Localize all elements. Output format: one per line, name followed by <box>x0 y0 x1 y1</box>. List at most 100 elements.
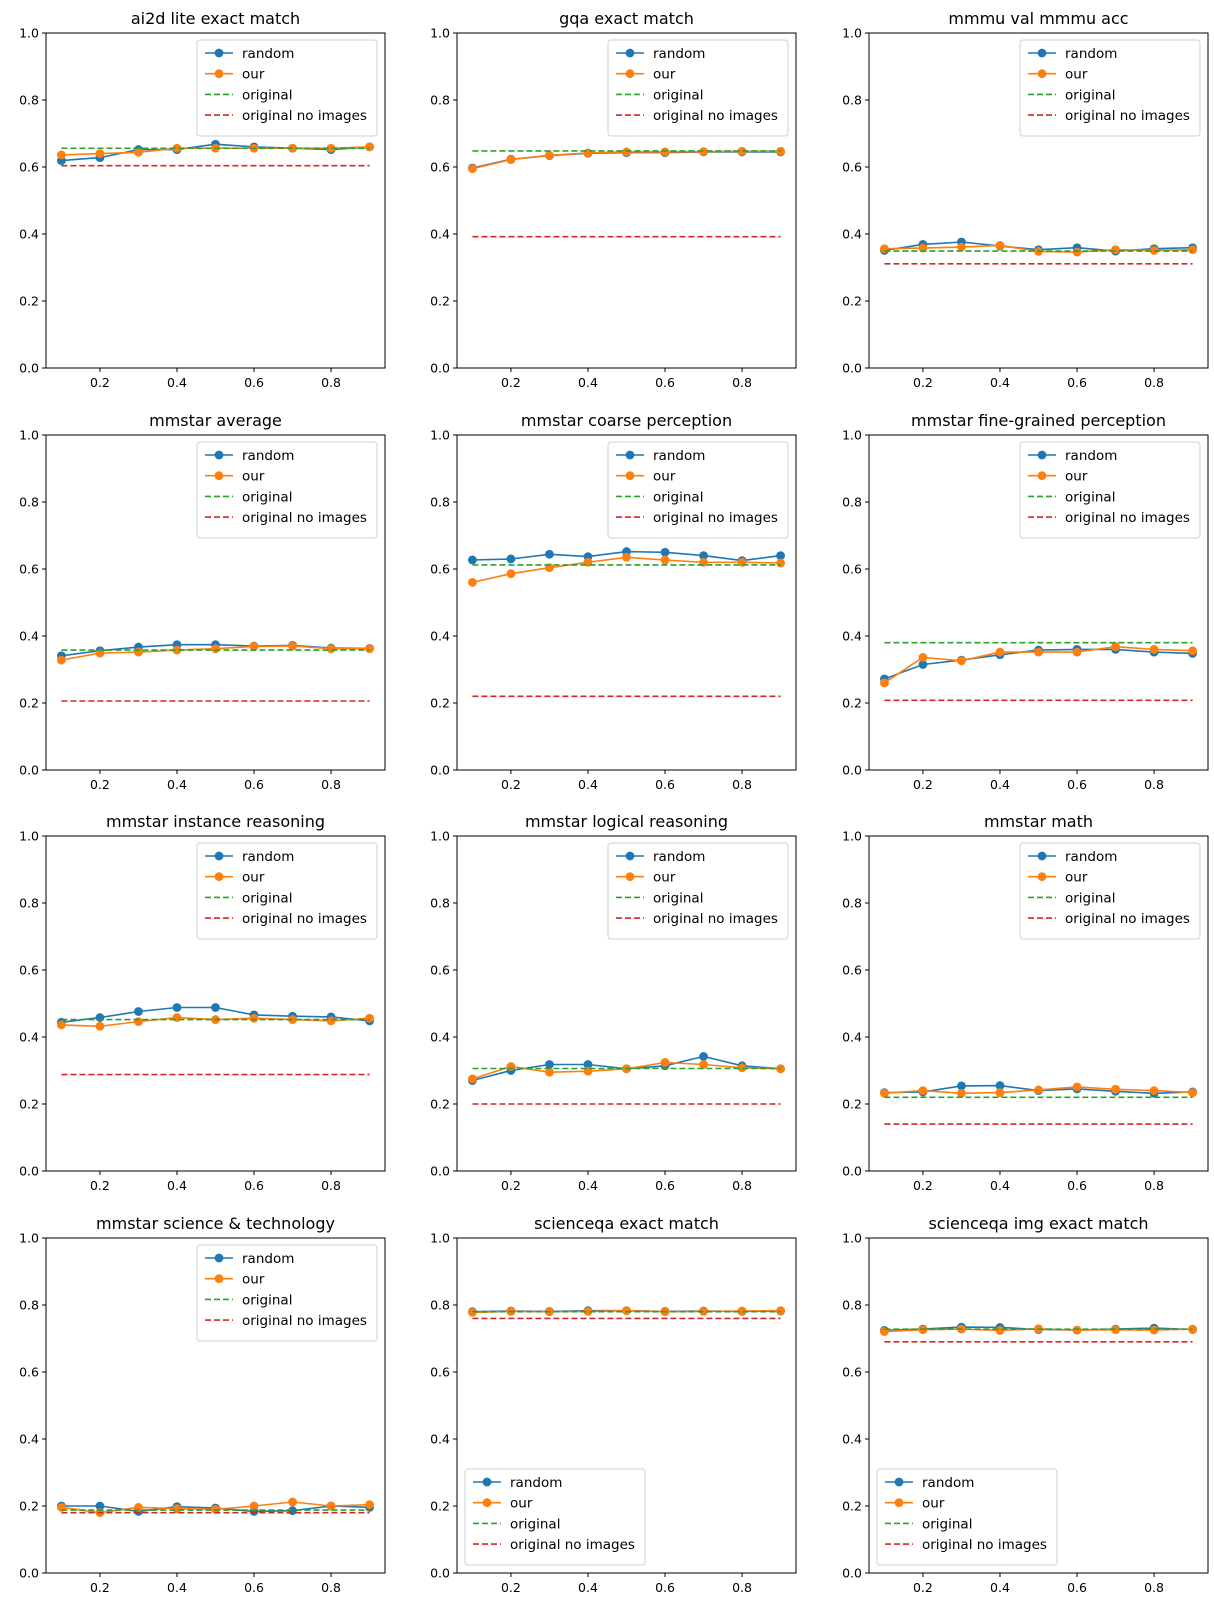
legend-marker <box>214 471 224 481</box>
data-point-our <box>211 644 220 654</box>
legend: random our original original no images <box>876 1468 1058 1566</box>
legend-label: original no images <box>1065 510 1190 526</box>
data-point-our <box>957 242 966 252</box>
chart-mmstar-math: mmstar math 0.0 0.2 0.4 0.6 0.8 1.0 0.2 0.4 0.6 0.… <box>842 812 1209 1193</box>
legend-marker <box>625 851 635 861</box>
y-tick-label: 0.8 <box>430 1298 450 1313</box>
data-point-our <box>506 1062 516 1071</box>
data-point-random <box>699 551 708 560</box>
legend-marker <box>894 1477 904 1487</box>
y-tick-label: 0.4 <box>19 1030 39 1045</box>
data-point-our <box>737 1063 747 1073</box>
y-tick-label: 0.4 <box>19 1432 39 1447</box>
y-tick-label: 0.0 <box>842 1566 862 1581</box>
data-point-our <box>622 1306 631 1316</box>
data-point-our <box>326 143 336 153</box>
data-point-our <box>737 146 747 156</box>
y-tick-label: 0.4 <box>430 629 450 644</box>
legend: random our original original no images <box>1019 441 1201 539</box>
y-tick-label: 0.0 <box>842 361 862 376</box>
data-point-our <box>583 1306 593 1316</box>
legend-marker <box>482 1477 492 1487</box>
legend-box <box>607 39 789 137</box>
x-tick-label: 0.6 <box>244 375 264 390</box>
legend-label: our <box>653 67 676 83</box>
legend-label: original <box>653 890 703 906</box>
legend-label: original no images <box>242 1313 367 1329</box>
y-tick-label: 0.6 <box>19 1365 39 1380</box>
data-point-our <box>468 1074 477 1084</box>
x-tick-label: 0.6 <box>1067 1580 1087 1595</box>
data-point-random <box>545 1060 554 1069</box>
data-point-our <box>1072 647 1082 657</box>
y-tick-label: 0.2 <box>842 696 862 711</box>
chart-gqa-exact-match: gqa exact match 0.0 0.2 0.4 0.6 0.8 1.0 0.2 0.4 0… <box>430 9 797 390</box>
data-point-our <box>918 653 928 662</box>
data-point-random <box>957 1081 966 1091</box>
chart-mmstar-logical-reasoning: mmstar logical reasoning 0.0 0.2 0.4 0.6 0.8 1… <box>430 812 797 1193</box>
x-tick-label: 0.2 <box>90 1178 110 1193</box>
data-point-our <box>326 644 336 654</box>
plot-frame <box>868 32 1209 369</box>
y-tick-label: 1.0 <box>19 428 39 443</box>
data-point-our <box>957 1088 966 1098</box>
data-point-our <box>995 1326 1005 1335</box>
x-tick-label: 0.6 <box>655 375 675 390</box>
x-tick-label: 0.8 <box>321 1178 341 1193</box>
legend: random our original original no images <box>1019 39 1201 137</box>
y-tick-label: 1.0 <box>19 1231 39 1246</box>
legend-marker <box>1037 471 1047 481</box>
y-tick-label: 1.0 <box>842 428 862 443</box>
legend-box <box>1019 842 1201 940</box>
data-point-our <box>249 641 259 651</box>
x-tick-label: 0.8 <box>1144 375 1164 390</box>
legend-label: random <box>242 1251 294 1267</box>
legend-marker <box>625 872 635 882</box>
data-point-our <box>365 644 374 654</box>
chart-mmmu-val-mmmu-acc: mmmu val mmmu acc 0.0 0.2 0.4 0.6 0.8 1.0 0.2 0.… <box>842 9 1209 390</box>
legend-label: our <box>242 469 265 485</box>
x-tick-label: 0.4 <box>990 1178 1010 1193</box>
data-point-our <box>995 1088 1005 1098</box>
x-tick-label: 0.2 <box>501 375 521 390</box>
legend-marker <box>214 1253 224 1263</box>
legend-label: original no images <box>922 1537 1047 1553</box>
legend: random our original original no images <box>196 842 378 940</box>
y-tick-label: 0.4 <box>19 629 39 644</box>
legend-marker <box>1037 69 1047 79</box>
y-tick-label: 1.0 <box>430 1231 450 1246</box>
legend-marker <box>894 1498 904 1508</box>
legend-label: original <box>1065 489 1115 505</box>
legend-marker <box>625 69 635 79</box>
legend-label: random <box>242 849 294 865</box>
data-point-our <box>737 1306 747 1316</box>
x-tick-label: 0.2 <box>913 375 933 390</box>
data-point-our <box>1111 642 1120 652</box>
data-point-our <box>699 147 708 156</box>
x-tick-label: 0.2 <box>913 1178 933 1193</box>
x-tick-label: 0.8 <box>1144 777 1164 792</box>
data-point-our <box>506 569 516 579</box>
data-point-our <box>1111 1325 1120 1335</box>
chart-title: mmstar instance reasoning <box>106 812 325 831</box>
data-point-our <box>57 655 66 665</box>
legend: random our original original no images <box>196 39 378 137</box>
data-point-our <box>880 678 889 688</box>
chart-title: mmstar coarse perception <box>521 411 732 430</box>
data-point-our <box>365 1013 374 1023</box>
x-tick-label: 0.6 <box>1067 1178 1087 1193</box>
data-point-our <box>1149 246 1159 255</box>
data-point-our <box>288 641 297 651</box>
legend-label: original <box>242 890 292 906</box>
data-point-our <box>918 243 928 253</box>
y-tick-label: 1.0 <box>430 26 450 41</box>
chart-scienceqa-exact-match: scienceqa exact match 0.0 0.2 0.4 0.6 0.8 1.0 0… <box>430 1214 797 1595</box>
y-tick-label: 0.2 <box>19 294 39 309</box>
data-point-our <box>776 1306 785 1316</box>
x-tick-label: 0.6 <box>1067 777 1087 792</box>
data-point-our <box>545 1067 554 1077</box>
x-tick-label: 0.4 <box>167 1178 187 1193</box>
legend-label: random <box>242 46 294 62</box>
data-point-random <box>506 554 516 564</box>
data-point-our <box>995 647 1005 657</box>
